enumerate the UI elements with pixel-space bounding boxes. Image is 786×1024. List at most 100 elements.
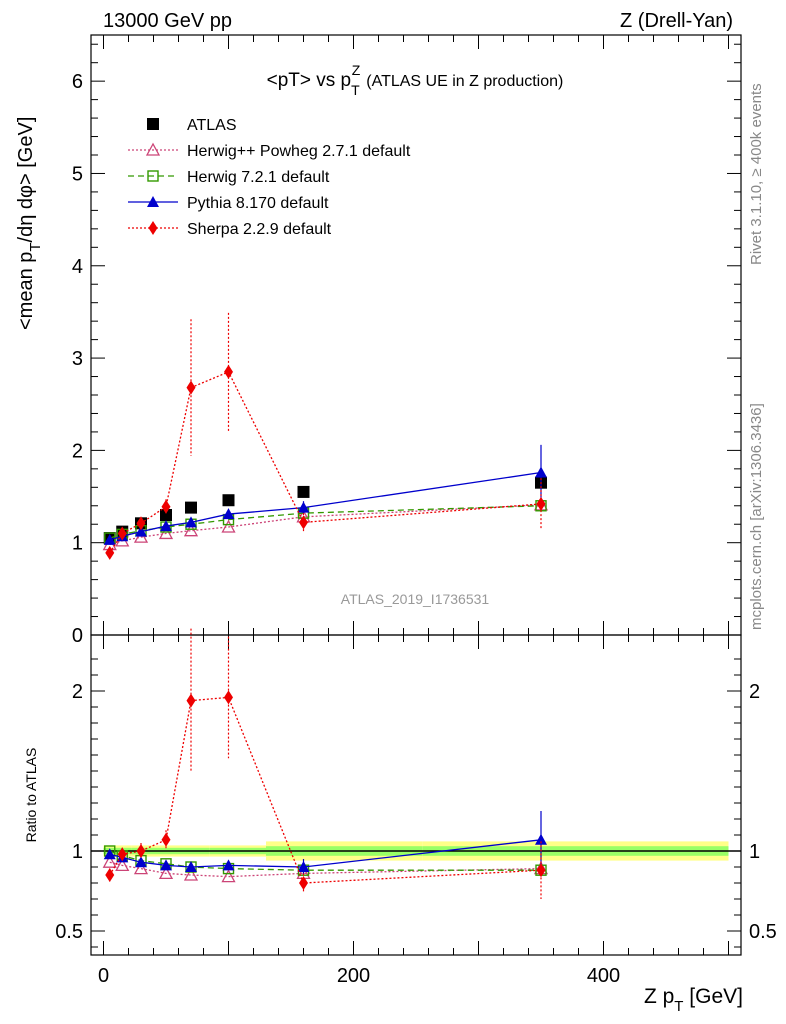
ratio-herwigpp-point	[158, 866, 174, 880]
main-herwigpp-point	[133, 529, 149, 543]
xlabel-sub: T	[674, 998, 683, 1015]
legend-entry-sherpa: Sherpa 2.2.9 default	[128, 221, 332, 238]
main-y-tick-label: 0	[72, 625, 83, 647]
rivet-version-text: Rivet 3.1.10, ≥ 400k events	[748, 83, 765, 265]
main-sherpa-point	[224, 364, 233, 379]
main-data-point	[160, 509, 172, 521]
ylabel-pre: <mean p	[15, 252, 37, 330]
header-energy: 13000 GeV pp	[103, 10, 232, 32]
x-tick-label: 0	[98, 965, 109, 987]
legend-label-data: ATLAS	[187, 117, 237, 134]
main-sherpa-point	[117, 526, 127, 541]
main-pythia-line	[109, 471, 542, 541]
ratio-herwigpp-point	[133, 861, 149, 875]
ratio-herwigpp-point	[115, 858, 130, 872]
ylabel-post: /dη dφ> [GeV]	[15, 117, 37, 243]
main-pythia-point	[297, 501, 310, 513]
main-sherpa-line	[109, 371, 542, 554]
main-series-pythia	[103, 444, 547, 545]
ratio-pythia-point	[297, 861, 310, 872]
main-sherpa-point	[136, 516, 146, 531]
main-data-point	[297, 485, 310, 498]
legend-label-herwigpp: Herwig++ Powheg 2.7.1 default	[187, 143, 411, 160]
main-pythia-point	[103, 533, 116, 545]
ratio-y-tick-label-right: 1	[749, 841, 760, 863]
legend-marker-herwigpp	[145, 142, 161, 156]
main-y-tick-label: 3	[72, 348, 83, 370]
ratio-pythia-point	[535, 833, 547, 845]
main-sherpa-point	[536, 496, 546, 511]
ratio-sherpa-point	[136, 844, 146, 858]
legend-label-herwig7: Herwig 7.2.1 default	[187, 169, 330, 186]
ratio-herwigpp-point	[183, 867, 199, 881]
main-y-axis-label: <mean pT/dη dφ> [GeV]	[15, 117, 44, 330]
main-y-tick-label: 6	[72, 71, 83, 93]
legend: ATLAS Herwig++ Powheg 2.7.1 default Herwig…	[128, 117, 411, 238]
series-layer	[102, 312, 549, 899]
title-sub: T	[351, 82, 360, 98]
main-sherpa-point	[299, 515, 308, 530]
ratio-pythia-point	[103, 848, 116, 860]
ratio-sherpa-point	[299, 876, 308, 890]
ratio-y-tick-label-right: 0.5	[749, 921, 777, 943]
ratio-sherpa-point	[117, 847, 127, 862]
ratio-pythia-point	[222, 859, 235, 871]
ratio-pythia-point	[185, 861, 197, 872]
ratio-y-tick-label: 0.5	[55, 921, 83, 943]
ratio-series-pythia	[103, 811, 547, 875]
xlabel-main: Z p	[644, 985, 674, 1008]
main-sherpa-point	[105, 545, 115, 560]
legend-label-pythia: Pythia 8.170 default	[187, 195, 329, 212]
legend-entry-pythia: Pythia 8.170 default	[128, 195, 329, 212]
legend-label-sherpa: Sherpa 2.2.9 default	[187, 221, 332, 238]
main-pythia-point	[135, 525, 147, 537]
ratio-sherpa-point	[536, 863, 546, 878]
ratio-y-axis-label: Ratio to ATLAS	[23, 748, 39, 843]
ratio-y-tick-label-right: 2	[749, 681, 760, 703]
xlabel-unit: [GeV]	[683, 985, 743, 1008]
ratio-sherpa-point	[186, 693, 196, 708]
title-sup: Z	[352, 62, 361, 78]
ratio-sherpa-line	[109, 696, 542, 884]
main-y-tick-label: 5	[72, 163, 83, 185]
main-y-tick-label: 2	[72, 440, 83, 462]
mcplots-text: mcplots.cern.ch [arXiv:1306.3436]	[748, 403, 765, 630]
ylabel-sub: T	[27, 242, 44, 251]
ratio-uncertainty-band	[91, 841, 741, 861]
main-pythia-point	[185, 516, 197, 528]
main-series-sherpa	[105, 312, 546, 560]
chart-title: <pT> vs pTZ (ATLAS UE in Z production)	[267, 62, 564, 98]
main-herwig7-line	[109, 505, 542, 539]
main-data-point	[185, 501, 197, 514]
x-tick-label: 200	[337, 965, 370, 987]
ratio-y-tick-label: 2	[72, 681, 83, 703]
legend-marker-data	[147, 118, 159, 130]
ratio-series-sherpa	[105, 628, 546, 899]
ratio-sherpa-point	[105, 868, 115, 882]
legend-entry-data: ATLAS	[147, 117, 237, 134]
ratio-pythia-point	[135, 856, 147, 868]
ratio-herwig7-line	[109, 850, 541, 871]
main-y-tick-label: 1	[72, 533, 83, 555]
ratio-pythia-point	[160, 859, 172, 871]
main-y-tick-label: 4	[72, 256, 83, 278]
main-herwigpp-point	[183, 523, 199, 537]
main-pythia-point	[535, 466, 547, 478]
main-sherpa-point	[186, 380, 196, 395]
ratio-herwigpp-point	[221, 869, 236, 883]
ratio-sherpa-point	[161, 832, 171, 847]
main-herwigpp-point	[221, 519, 236, 533]
main-pythia-point	[222, 508, 235, 520]
ratio-sherpa-point	[224, 690, 233, 705]
title-pre: <pT> vs p	[267, 70, 352, 91]
ratio-herwigpp-point	[102, 854, 117, 868]
legend-marker-pythia	[147, 196, 159, 207]
legend-marker-sherpa	[148, 221, 158, 235]
main-data-point	[222, 494, 235, 507]
main-sherpa-point	[161, 499, 171, 514]
title-post: (ATLAS UE in Z production)	[366, 73, 563, 90]
axes: 0 200 400 0 1 2 3 4 5 6 0.5 0.5 1 1 2 2	[55, 34, 777, 987]
main-pythia-point	[160, 520, 172, 532]
legend-marker-herwig7	[147, 170, 159, 182]
